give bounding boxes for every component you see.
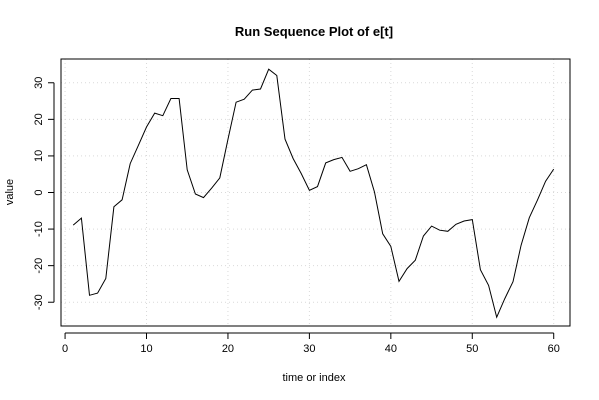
y-tick-label-6: 30	[33, 77, 45, 89]
grid-lines	[61, 59, 570, 326]
x-tick-label-4: 40	[385, 343, 397, 355]
plot-frame	[60, 58, 571, 327]
x-axis-label: time or index	[283, 372, 346, 384]
x-tick-label-6: 60	[548, 343, 560, 355]
x-axis: 0 10 20 30 40 50 60	[62, 332, 560, 355]
y-tick-label-5: 20	[33, 113, 45, 125]
y-tick-label-3: 0	[33, 189, 45, 195]
data-line	[72, 68, 555, 319]
y-tick-label-4: 10	[33, 150, 45, 162]
chart-title: Run Sequence Plot of e[t]	[235, 24, 393, 39]
y-tick-label-2: -10	[33, 221, 45, 237]
y-tick-label-0: -30	[33, 294, 45, 310]
x-tick-label-2: 20	[222, 343, 234, 355]
y-axis-label: value	[4, 179, 16, 205]
y-axis: -30 -20 -10 0 10 20 30	[33, 77, 55, 310]
y-tick-label-1: -20	[33, 258, 45, 274]
x-tick-label-0: 0	[62, 343, 68, 355]
x-tick-label-5: 50	[466, 343, 478, 355]
x-tick-label-1: 10	[140, 343, 152, 355]
x-tick-label-3: 30	[303, 343, 315, 355]
